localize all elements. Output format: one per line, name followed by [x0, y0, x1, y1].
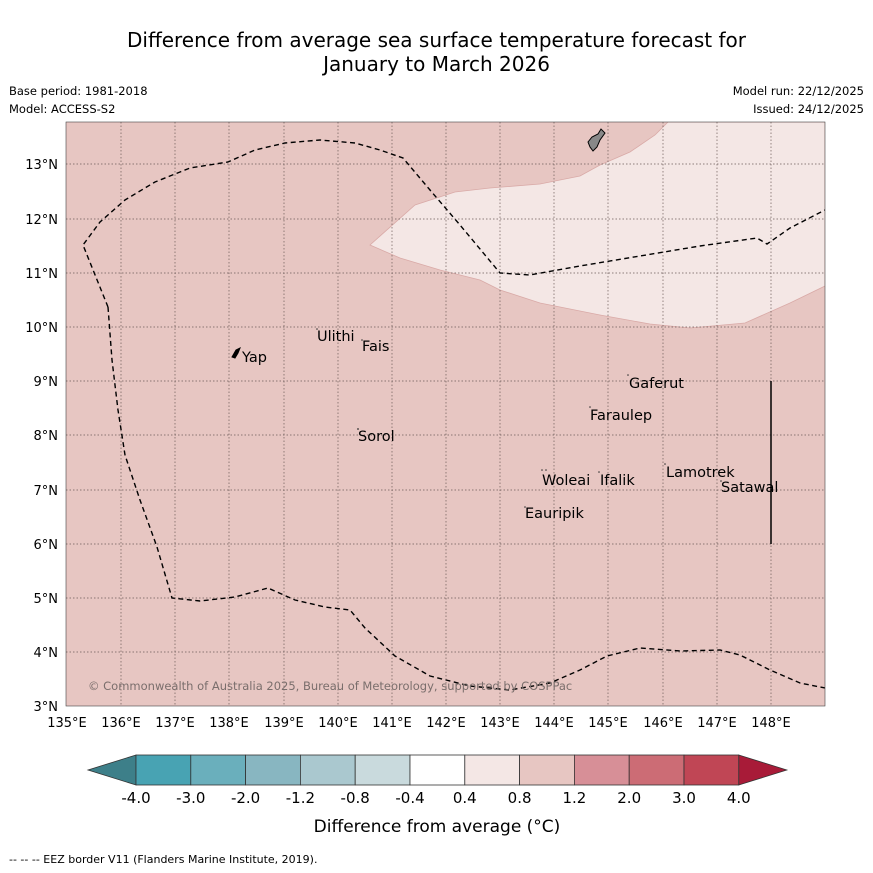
colorbar-tick-label: -1.2	[286, 789, 315, 807]
issued-date: Issued: 24/12/2025	[753, 102, 864, 116]
place-yap: Yap	[241, 350, 267, 366]
lon-label: 139°E	[264, 716, 304, 731]
colorbar-tick-label: 0.8	[508, 789, 532, 807]
colorbar-ticks: -4.0 -3.0 -2.0 -1.2 -0.8 -0.4 0.4 0.8 1.2 2.0 3.0 4…	[121, 789, 750, 807]
base-period: Base period: 1981-2018	[9, 84, 148, 98]
colorbar-swatch	[628, 754, 685, 786]
colorbar-swatch	[245, 754, 301, 786]
colorbar-tick-label: 2.0	[617, 789, 641, 807]
eez-border-south	[107, 306, 825, 691]
yap-island	[231, 346, 241, 359]
title-line-2: January to March 2026	[323, 52, 550, 76]
lat-label: 9°N	[34, 375, 59, 390]
lon-label: 145°E	[588, 716, 628, 731]
footer-note: -- -- -- EEZ border V11 (Flanders Marine…	[9, 853, 318, 866]
latitude-labels: 3°N 4°N 5°N 6°N 7°N 8°N 9°N 10°N 11°N 12…	[25, 158, 58, 715]
colorbar-swatch	[409, 754, 466, 786]
lat-label: 13°N	[25, 158, 58, 173]
colorbar-swatch	[574, 754, 630, 786]
colorbar-swatch	[464, 754, 520, 786]
colorbar-swatch	[683, 754, 740, 786]
lon-label: 137°E	[155, 716, 195, 731]
map-frame	[65, 121, 826, 707]
meta-right: Model run: 22/12/2025 Issued: 24/12/2025	[733, 82, 864, 118]
colorbar-swatch	[354, 754, 411, 786]
copyright-text: © Commonwealth of Australia 2025, Bureau…	[88, 679, 572, 693]
colorbar: -4.0 -3.0 -2.0 -1.2 -0.8 -0.4 0.4 0.8 1.2 2.0 3.0 4…	[86, 754, 789, 837]
lat-label: 12°N	[25, 213, 58, 228]
place-gaferut: Gaferut	[629, 376, 684, 392]
place-faraulep: Faraulep	[590, 408, 652, 424]
place-fais: Fais	[362, 339, 389, 355]
lat-label: 6°N	[34, 538, 59, 553]
lat-label: 3°N	[34, 700, 59, 715]
lon-label: 148°E	[751, 716, 791, 731]
anomaly-region-0-4-to-0-8	[369, 122, 825, 329]
colorbar-swatches	[86, 754, 789, 786]
colorbar-swatch	[519, 754, 575, 786]
lon-label: 141°E	[372, 716, 412, 731]
longitude-labels: 135°E 136°E 137°E 138°E 139°E 140°E 141°…	[47, 716, 791, 731]
place-ifalik: Ifalik	[600, 473, 635, 489]
colorbar-tick-label: -0.8	[341, 789, 370, 807]
lon-label: 146°E	[643, 716, 683, 731]
colorbar-swatch	[299, 754, 356, 786]
place-ulithi: Ulithi	[317, 329, 355, 345]
colorbar-swatch	[135, 754, 192, 786]
colorbar-extend-high	[738, 754, 789, 786]
chart-title: Difference from average sea surface temp…	[0, 28, 873, 76]
lon-label: 138°E	[209, 716, 249, 731]
lat-label: 11°N	[25, 267, 58, 282]
colorbar-tick-label: 1.2	[562, 789, 586, 807]
lon-label: 140°E	[318, 716, 358, 731]
colorbar-label: Difference from average (°C)	[314, 817, 561, 837]
place-woleai: Woleai	[542, 473, 590, 489]
eez-border-north	[82, 139, 825, 308]
lat-label: 4°N	[34, 646, 59, 661]
place-eauripik: Eauripik	[525, 506, 584, 522]
place-lamotrek: Lamotrek	[666, 465, 735, 481]
lon-label: 136°E	[101, 716, 141, 731]
place-labels: Yap Ulithi Fais Sorol Gaferut Faraulep W…	[241, 329, 778, 522]
lon-label: 147°E	[697, 716, 737, 731]
model-name: Model: ACCESS-S2	[9, 102, 116, 116]
lon-label: 144°E	[534, 716, 574, 731]
guam-island	[587, 128, 606, 152]
colorbar-tick-label: -3.0	[176, 789, 205, 807]
lon-label: 135°E	[47, 716, 87, 731]
meta-left: Base period: 1981-2018 Model: ACCESS-S2	[9, 82, 148, 118]
lat-label: 10°N	[25, 321, 58, 336]
place-satawal: Satawal	[721, 480, 778, 496]
colorbar-tick-label: -4.0	[121, 789, 150, 807]
colorbar-tick-label: 3.0	[672, 789, 696, 807]
place-sorol: Sorol	[358, 429, 395, 445]
colorbar-tick-label: -2.0	[231, 789, 260, 807]
title-line-1: Difference from average sea surface temp…	[126, 28, 746, 52]
lon-label: 143°E	[480, 716, 520, 731]
atoll-dots	[316, 328, 722, 508]
colorbar-tick-label: 0.4	[453, 789, 477, 807]
model-run: Model run: 22/12/2025	[732, 84, 864, 98]
colorbar-extend-low	[86, 754, 137, 786]
colorbar-tick-label: 4.0	[727, 789, 751, 807]
lon-label: 142°E	[426, 716, 466, 731]
colorbar-tick-label: -0.4	[395, 789, 424, 807]
colorbar-swatch	[190, 754, 247, 786]
lat-label: 7°N	[34, 484, 59, 499]
lat-label: 8°N	[34, 429, 59, 444]
lat-label: 5°N	[34, 592, 59, 607]
